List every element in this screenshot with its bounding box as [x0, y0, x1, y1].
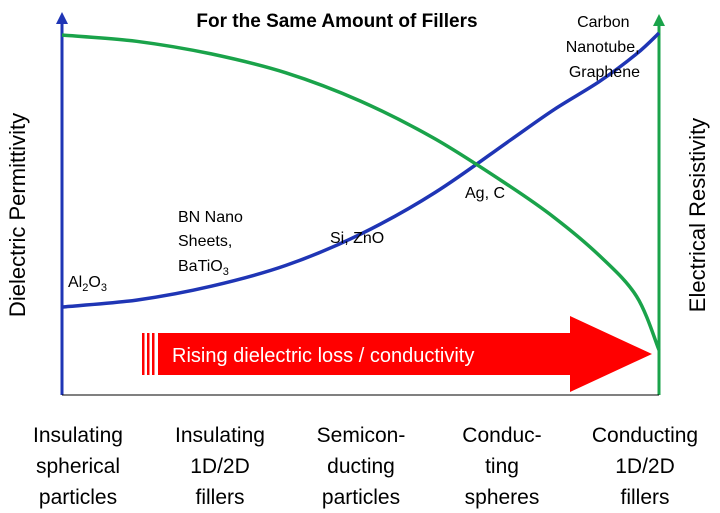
right-axis-arrowhead [653, 14, 665, 26]
annotation-bn-line2: Sheets, [178, 233, 232, 250]
arrow-tail-stripe-3 [152, 333, 155, 375]
arrow-body [158, 316, 652, 392]
annotation-bn-batio3: BN Nano Sheets, BaTiO3 [178, 209, 247, 278]
annotation-carbon: Carbon Nanotube, Graphene [566, 14, 644, 81]
annotation-carbon-line3: Graphene [569, 64, 640, 81]
annotation-bn-line1: BN Nano [178, 209, 243, 226]
left-axis-label: Dielectric Permittivity [5, 113, 30, 317]
annotation-al2o3: Al2O3 [68, 274, 107, 294]
chart-title: For the Same Amount of Fillers [196, 11, 477, 32]
annotation-bn-sub3: 3 [223, 266, 229, 278]
series-line-resistivity [61, 33, 661, 351]
annotation-si-zno: Si, ZnO [330, 230, 384, 247]
category-label-4: Conducting 1D/2D fillers [591, 424, 699, 509]
category-label-2: Semicon- ducting particles [316, 424, 406, 509]
left-axis-arrowhead [56, 12, 68, 24]
arrow-tail-stripe-1 [142, 333, 145, 375]
right-axis-label: Electrical Resistivity [685, 118, 710, 312]
conductivity-arrow: Rising dielectric loss / conductivity [142, 316, 652, 392]
category-label-0: Insulating spherical particles [33, 424, 123, 509]
annotation-al2o3-sub2: 3 [101, 282, 107, 294]
arrow-tail-stripe-2 [147, 333, 150, 375]
annotation-ag-c: Ag, C [465, 185, 505, 202]
annotation-carbon-line1: Carbon [577, 14, 629, 31]
category-label-3: Conduc- ting spheres [462, 424, 542, 509]
annotation-al2o3-part2: O [88, 274, 100, 291]
annotation-bn-line3: BaTiO [178, 258, 223, 275]
series-line-permittivity [61, 31, 661, 309]
arrow-label: Rising dielectric loss / conductivity [172, 345, 474, 367]
annotation-al2o3-part1: Al [68, 274, 82, 291]
category-label-1: Insulating 1D/2D fillers [175, 424, 265, 509]
annotation-carbon-line2: Nanotube, [566, 39, 640, 56]
annotation-al2o3-sub1: 2 [82, 282, 88, 294]
